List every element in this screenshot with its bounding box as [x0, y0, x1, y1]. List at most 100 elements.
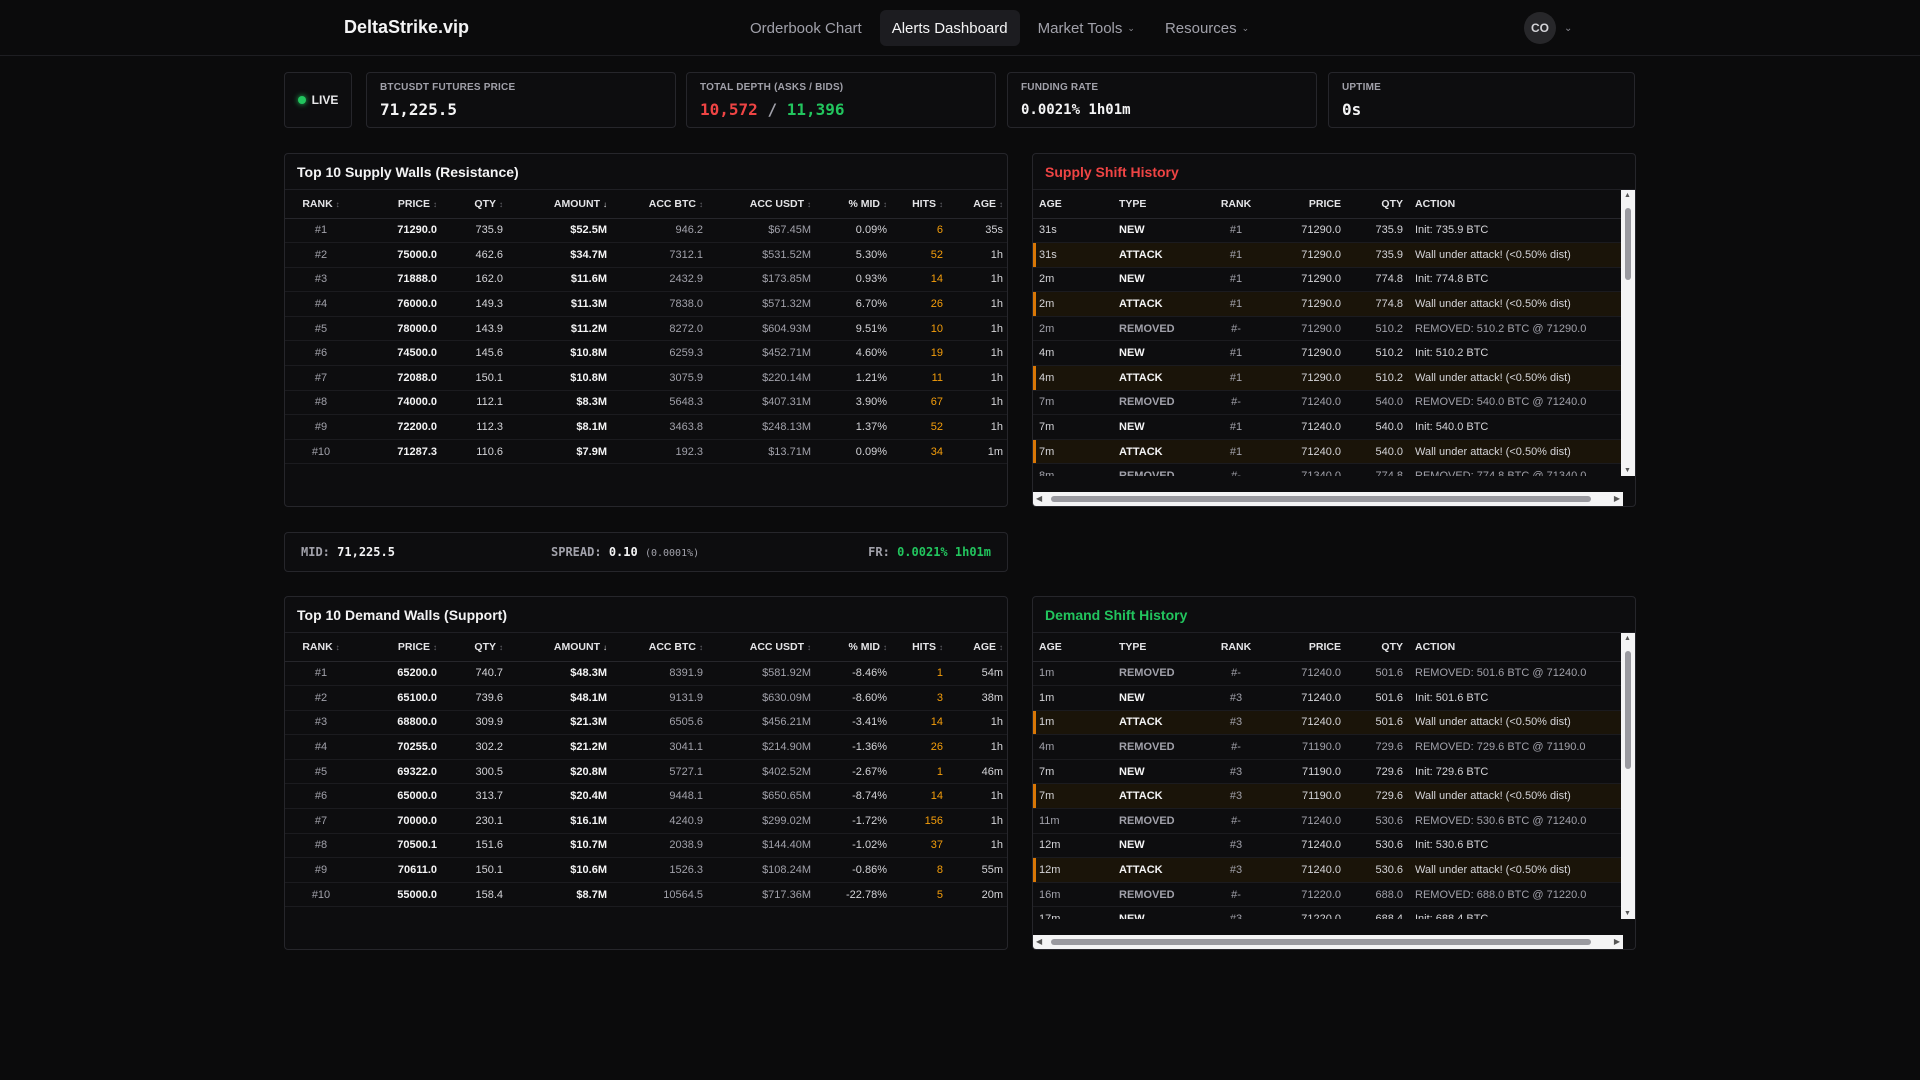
- history-row[interactable]: 1m ATTACK #3 71240.0 501.6 Wall under attack!…: [1033, 710, 1621, 736]
- scroll-left-icon[interactable]: ◀: [1036, 937, 1043, 946]
- sort-icon[interactable]: ↕: [939, 642, 943, 652]
- sort-icon[interactable]: ↕: [883, 642, 887, 652]
- history-row[interactable]: 31s ATTACK #1 71290.0 735.9 Wall under attack…: [1033, 242, 1621, 268]
- scroll-right-icon[interactable]: ▶: [1613, 494, 1620, 503]
- table-row[interactable]: #8 74000.0 112.1 $8.3M 5648.3 $407.31M 3.90% 67…: [285, 390, 1007, 416]
- history-row[interactable]: 4m REMOVED #- 71190.0 729.6 REMOVED: 729.6 BT…: [1033, 734, 1621, 760]
- history-row[interactable]: 7m ATTACK #1 71240.0 540.0 Wall under attack!…: [1033, 439, 1621, 465]
- demand-history-hscrollbar[interactable]: ◀ ▶: [1033, 935, 1623, 949]
- scroll-down-icon[interactable]: ▼: [1624, 910, 1631, 917]
- sort-icon[interactable]: ↕: [699, 642, 703, 652]
- supply-history-scroll-area[interactable]: AGE TYPE RANK PRICE QTY ACTION 31s NEW #1 71290.…: [1033, 190, 1621, 476]
- user-menu[interactable]: CO ⌄: [1524, 12, 1572, 44]
- supply-history-hscrollbar[interactable]: ◀ ▶: [1033, 492, 1623, 506]
- sort-desc-icon[interactable]: ↓: [603, 642, 607, 652]
- history-row[interactable]: 7m NEW #1 71240.0 540.0 Init: 540.0 BTC: [1033, 414, 1621, 440]
- column-header[interactable]: QTY ↕: [443, 190, 509, 219]
- history-row[interactable]: 4m ATTACK #1 71290.0 510.2 Wall under attack!…: [1033, 365, 1621, 391]
- table-row[interactable]: #3 68800.0 309.9 $21.3M 6505.6 $456.21M -3.41%…: [285, 710, 1007, 736]
- brand-logo[interactable]: DeltaStrike.vip: [344, 17, 470, 37]
- column-header[interactable]: AGE ↕: [949, 633, 1007, 662]
- history-row[interactable]: 12m NEW #3 71240.0 530.6 Init: 530.6 BTC: [1033, 833, 1621, 859]
- table-row[interactable]: #7 70000.0 230.1 $16.1M 4240.9 $299.02M -1.72%…: [285, 808, 1007, 834]
- sort-icon[interactable]: ↕: [807, 199, 811, 209]
- sort-icon[interactable]: ↕: [499, 642, 503, 652]
- table-row[interactable]: #8 70500.1 151.6 $10.7M 2038.9 $144.40M -1.02%…: [285, 833, 1007, 859]
- table-row[interactable]: #4 70255.0 302.2 $21.2M 3041.1 $214.90M -1.36%…: [285, 734, 1007, 760]
- history-row[interactable]: 2m NEW #1 71290.0 774.8 Init: 774.8 BTC: [1033, 267, 1621, 293]
- scroll-left-icon[interactable]: ◀: [1036, 494, 1043, 503]
- column-header[interactable]: ACC USDT ↕: [709, 633, 817, 662]
- scroll-down-icon[interactable]: ▼: [1624, 467, 1631, 474]
- history-row[interactable]: 31s NEW #1 71290.0 735.9 Init: 735.9 BTC: [1033, 218, 1621, 244]
- column-header[interactable]: AMOUNT ↓: [509, 190, 613, 219]
- chevron-down-icon[interactable]: ⌄: [1564, 22, 1573, 34]
- nav-alerts-dashboard[interactable]: Alerts Dashboard: [879, 10, 1020, 46]
- sort-icon[interactable]: ↕: [999, 199, 1003, 209]
- history-row[interactable]: 4m NEW #1 71290.0 510.2 Init: 510.2 BTC: [1033, 340, 1621, 367]
- column-header[interactable]: ACC BTC ↕: [613, 633, 709, 662]
- table-row[interactable]: #9 70611.0 150.1 $10.6M 1526.3 $108.24M -0.86%…: [285, 857, 1007, 883]
- scrollbar-thumb[interactable]: [1051, 939, 1591, 945]
- history-row[interactable]: 2m REMOVED #- 71290.0 510.2 REMOVED: 510.2 BT…: [1033, 316, 1621, 342]
- scrollbar-thumb[interactable]: [1625, 208, 1631, 280]
- column-header[interactable]: AGE ↕: [949, 190, 1007, 219]
- sort-icon[interactable]: ↕: [699, 199, 703, 209]
- sort-icon[interactable]: ↕: [433, 642, 437, 652]
- table-row[interactable]: #1 71290.0 735.9 $52.5M 946.2 $67.45M 0.09% 6 35…: [285, 218, 1007, 244]
- table-row[interactable]: #6 65000.0 313.7 $20.4M 9448.1 $650.65M -8.74%…: [285, 783, 1007, 810]
- sort-icon[interactable]: ↕: [433, 199, 437, 209]
- sort-icon[interactable]: ↕: [335, 642, 340, 652]
- history-row[interactable]: 7m REMOVED #- 71240.0 540.0 REMOVED: 540.0 BT…: [1033, 390, 1621, 416]
- column-header[interactable]: AMOUNT ↓: [509, 633, 613, 662]
- table-row[interactable]: #10 55000.0 158.4 $8.7M 10564.5 $717.36M -22.7…: [285, 882, 1007, 908]
- history-row[interactable]: 2m ATTACK #1 71290.0 774.8 Wall under attack!…: [1033, 291, 1621, 317]
- history-row[interactable]: 7m NEW #3 71190.0 729.6 Init: 729.6 BTC: [1033, 759, 1621, 785]
- table-row[interactable]: #5 78000.0 143.9 $11.2M 8272.0 $604.93M 9.51% 1…: [285, 316, 1007, 342]
- sort-icon[interactable]: ↕: [335, 199, 340, 209]
- column-header[interactable]: ACC BTC ↕: [613, 190, 709, 219]
- scroll-up-icon[interactable]: ▲: [1624, 635, 1631, 642]
- history-row[interactable]: 1m NEW #3 71240.0 501.6 Init: 501.6 BTC: [1033, 685, 1621, 711]
- table-row[interactable]: #7 72088.0 150.1 $10.8M 3075.9 $220.14M 1.21% 1…: [285, 365, 1007, 391]
- scrollbar-thumb[interactable]: [1051, 496, 1591, 502]
- sort-icon[interactable]: ↕: [499, 199, 503, 209]
- demand-history-scroll-area[interactable]: AGE TYPE RANK PRICE QTY ACTION 1m REMOVED #- 712…: [1033, 633, 1621, 919]
- sort-desc-icon[interactable]: ↓: [603, 199, 607, 209]
- history-row[interactable]: 7m ATTACK #3 71190.0 729.6 Wall under attack!…: [1033, 783, 1621, 810]
- column-header[interactable]: HITS ↕: [893, 190, 949, 219]
- table-row[interactable]: #9 72200.0 112.3 $8.1M 3463.8 $248.13M 1.37% 52…: [285, 414, 1007, 440]
- demand-history-vscrollbar[interactable]: ▲ ▼: [1621, 633, 1635, 919]
- scroll-right-icon[interactable]: ▶: [1613, 937, 1620, 946]
- sort-icon[interactable]: ↕: [807, 642, 811, 652]
- table-row[interactable]: #5 69322.0 300.5 $20.8M 5727.1 $402.52M -2.67%…: [285, 759, 1007, 785]
- avatar[interactable]: CO: [1524, 12, 1556, 44]
- column-header[interactable]: RANK ↕: [285, 633, 357, 662]
- sort-icon[interactable]: ↕: [939, 199, 943, 209]
- column-header[interactable]: % MID ↕: [817, 190, 893, 219]
- table-row[interactable]: #6 74500.0 145.6 $10.8M 6259.3 $452.71M 4.60% 1…: [285, 340, 1007, 367]
- table-row[interactable]: #4 76000.0 149.3 $11.3M 7838.0 $571.32M 6.70% 2…: [285, 291, 1007, 317]
- scroll-up-icon[interactable]: ▲: [1624, 192, 1631, 199]
- column-header[interactable]: ACC USDT ↕: [709, 190, 817, 219]
- history-row[interactable]: 1m REMOVED #- 71240.0 501.6 REMOVED: 501.6 BT…: [1033, 661, 1621, 687]
- history-row[interactable]: 11m REMOVED #- 71240.0 530.6 REMOVED: 530.6 B…: [1033, 808, 1621, 834]
- table-row[interactable]: #2 75000.0 462.6 $34.7M 7312.1 $531.52M 5.30% 5…: [285, 242, 1007, 268]
- column-header[interactable]: QTY ↕: [443, 633, 509, 662]
- supply-history-vscrollbar[interactable]: ▲ ▼: [1621, 190, 1635, 476]
- column-header[interactable]: % MID ↕: [817, 633, 893, 662]
- scrollbar-thumb[interactable]: [1625, 651, 1631, 769]
- history-row[interactable]: 16m REMOVED #- 71220.0 688.0 REMOVED: 688.0 B…: [1033, 882, 1621, 908]
- history-row[interactable]: 12m ATTACK #3 71240.0 530.6 Wall under attack…: [1033, 857, 1621, 883]
- sort-icon[interactable]: ↕: [999, 642, 1003, 652]
- column-header[interactable]: HITS ↕: [893, 633, 949, 662]
- nav-orderbook-chart[interactable]: Orderbook Chart: [738, 10, 874, 46]
- nav-market-tools[interactable]: Market Tools ⌄: [1026, 10, 1147, 46]
- column-header[interactable]: PRICE ↕: [357, 190, 443, 219]
- sort-icon[interactable]: ↕: [883, 199, 887, 209]
- table-row[interactable]: #1 65200.0 740.7 $48.3M 8391.9 $581.92M -8.46%…: [285, 661, 1007, 687]
- column-header[interactable]: PRICE ↕: [357, 633, 443, 662]
- table-row[interactable]: #2 65100.0 739.6 $48.1M 9131.9 $630.09M -8.60%…: [285, 685, 1007, 711]
